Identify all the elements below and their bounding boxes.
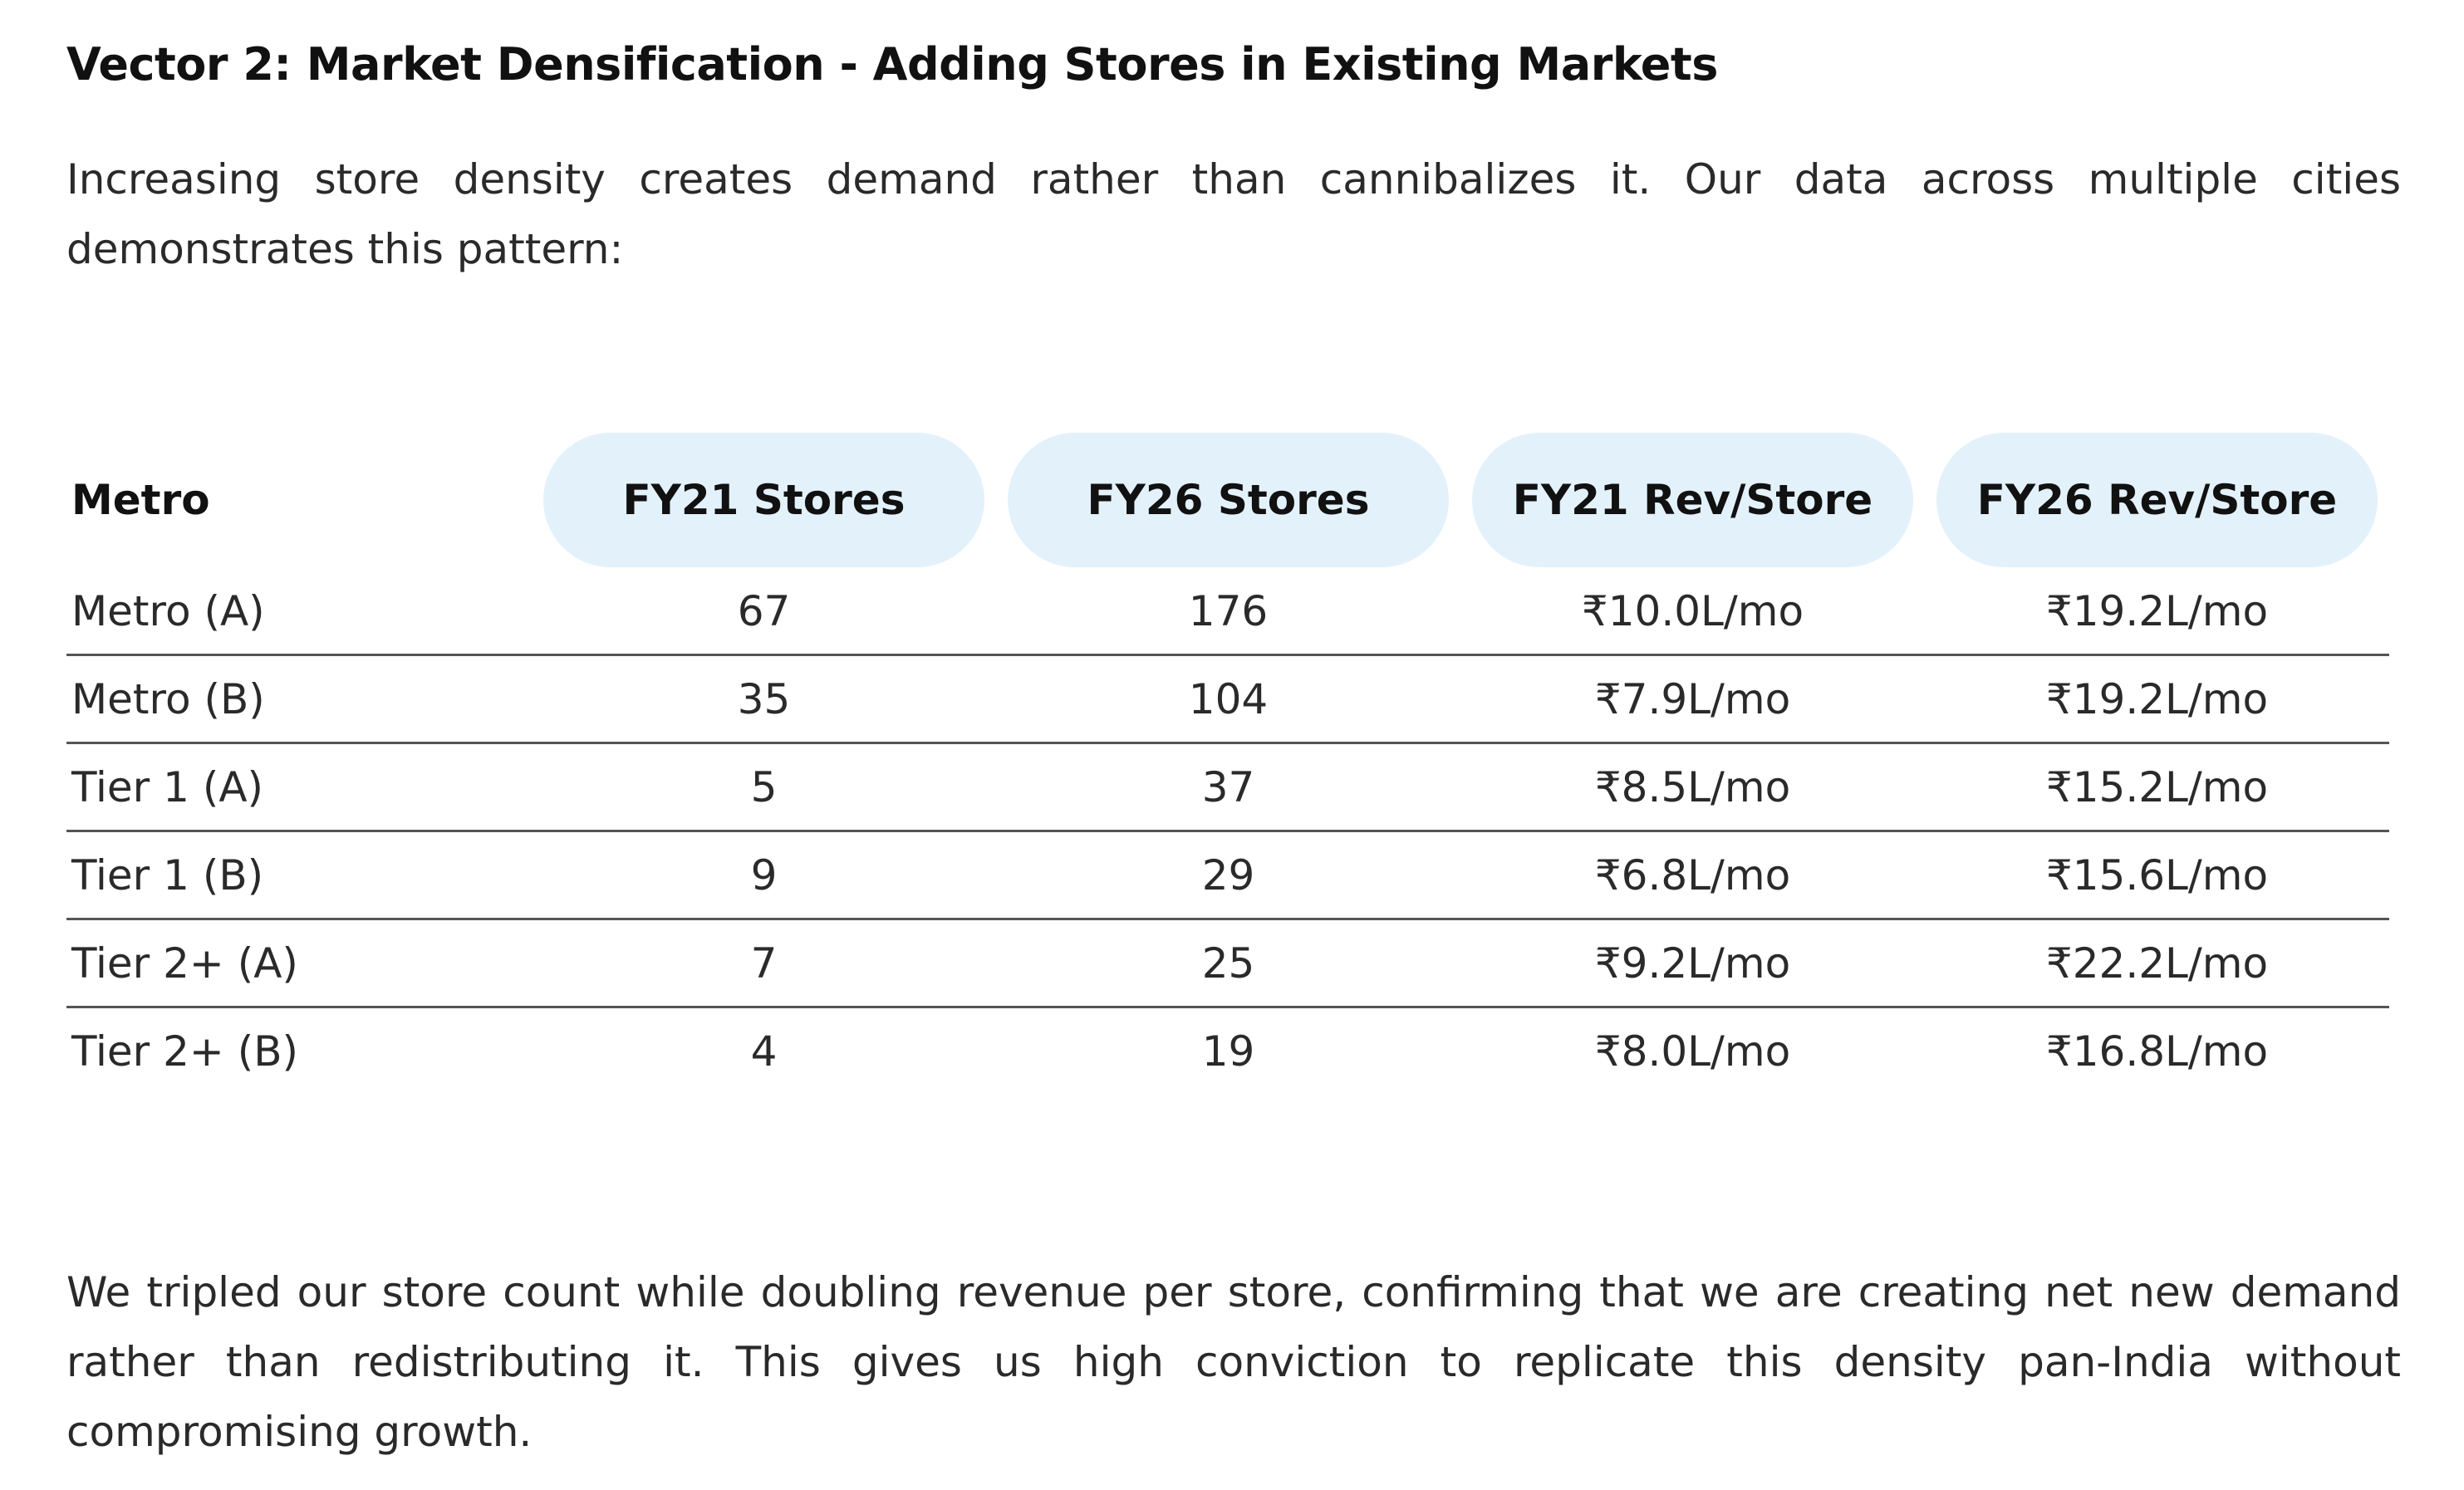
fy21-stores-cell: 7 (532, 919, 996, 1008)
fy21-stores-cell: 67 (532, 568, 996, 656)
fy26-rev-cell: ₹19.2L/mo (1925, 568, 2389, 656)
table-row: Tier 2+ (B) 4 19 ₹8.0L/mo ₹16.8L/mo (66, 1007, 2389, 1095)
header-pill: FY21 Rev/Store (1472, 433, 1913, 567)
header-metro: Metro (71, 476, 210, 524)
fy26-stores-cell: 29 (996, 831, 1460, 920)
fy26-stores-cell: 104 (996, 654, 1460, 744)
header-pill: FY21 Stores (543, 433, 984, 567)
header-pill: FY26 Rev/Store (1936, 433, 2378, 567)
table-header-row: Metro FY21 Stores FY26 Stores FY21 Rev/S… (66, 432, 2389, 568)
table-row: Tier 2+ (A) 7 25 ₹9.2L/mo ₹22.2L/mo (66, 919, 2389, 1008)
table-row: Metro (A) 67 176 ₹10.0L/mo ₹19.2L/mo (66, 568, 2389, 656)
header-pill: FY26 Stores (1008, 433, 1449, 567)
fy26-rev-cell: ₹15.2L/mo (1925, 743, 2389, 832)
fy21-rev-cell: ₹8.0L/mo (1594, 1027, 1791, 1076)
conclusion-paragraph: We tripled our store count while doublin… (66, 1268, 2401, 1456)
fy21-stores-cell: 5 (532, 743, 996, 832)
header-fy21-stores: FY21 Stores (532, 432, 996, 568)
table-row: Tier 1 (B) 9 29 ₹6.8L/mo ₹15.6L/mo (66, 831, 2389, 920)
table-row: Metro (B) 35 104 ₹7.9L/mo ₹19.2L/mo (66, 654, 2389, 744)
row-label: Metro (A) (66, 568, 532, 656)
fy21-stores-cell: 35 (532, 654, 996, 744)
fy21-rev-cell: ₹8.5L/mo (1460, 743, 1925, 832)
fy26-stores-cell: 37 (996, 743, 1460, 832)
fy26-stores-cell: 176 (996, 568, 1460, 656)
header-fy21-rev-store: FY21 Rev/Store (1460, 432, 1925, 568)
fy21-rev-cell: ₹7.9L/mo (1460, 654, 1925, 744)
row-label: Tier 1 (B) (66, 831, 532, 920)
header-fy26-stores: FY26 Stores (996, 432, 1460, 568)
table-row: Tier 1 (A) 5 37 ₹8.5L/mo ₹15.2L/mo (66, 743, 2389, 832)
metro-stores-table: Metro FY21 Stores FY26 Stores FY21 Rev/S… (66, 432, 2389, 1094)
fy26-stores-cell: 25 (996, 919, 1460, 1008)
section-heading: Vector 2: Market Densification - Adding … (66, 38, 1718, 91)
fy21-rev-cell: ₹6.8L/mo (1460, 831, 1925, 920)
row-label: Metro (B) (66, 654, 532, 744)
row-label: Tier 2+ (B) (71, 1027, 299, 1076)
row-label: Tier 1 (A) (66, 743, 532, 832)
fy26-rev-cell: ₹22.2L/mo (1925, 919, 2389, 1008)
fy21-stores-cell: 4 (750, 1027, 778, 1076)
header-fy26-rev-store: FY26 Rev/Store (1925, 432, 2389, 568)
intro-paragraph: Increasing store density creates demand … (66, 155, 2401, 273)
fy21-rev-cell: ₹10.0L/mo (1460, 568, 1925, 656)
row-label: Tier 2+ (A) (66, 919, 532, 1008)
fy21-stores-cell: 9 (532, 831, 996, 920)
fy26-rev-cell: ₹15.6L/mo (1925, 831, 2389, 920)
fy26-stores-cell: 19 (1201, 1027, 1255, 1076)
fy26-rev-cell: ₹16.8L/mo (2045, 1027, 2269, 1076)
fy26-rev-cell: ₹19.2L/mo (1925, 654, 2389, 744)
fy21-rev-cell: ₹9.2L/mo (1460, 919, 1925, 1008)
